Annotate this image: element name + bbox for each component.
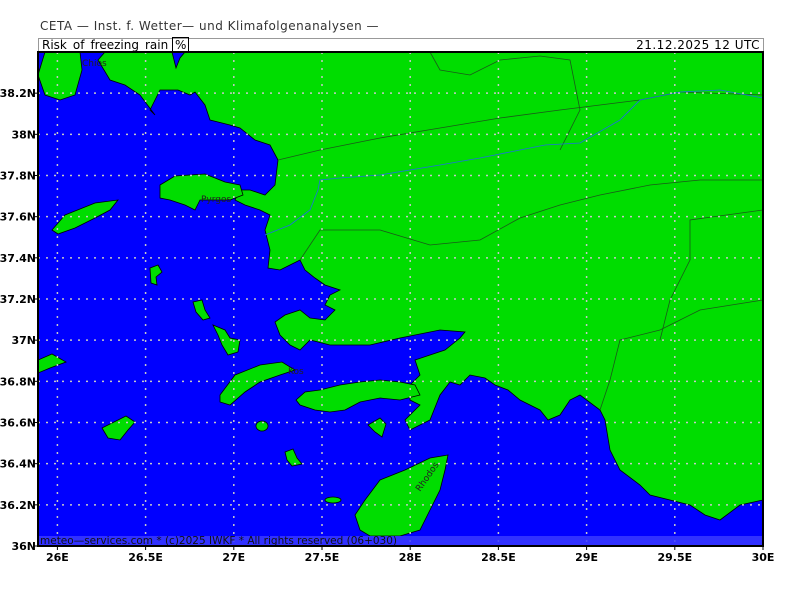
lon-tick-label: 26.5E	[128, 551, 163, 564]
footer-band	[38, 536, 763, 546]
island-kos	[219, 361, 296, 406]
place-label-chios: Chios	[82, 59, 107, 69]
island-nisyros	[255, 420, 269, 432]
copyright-footer: meteo—services.com * (c)2025 IWKF * All …	[40, 535, 397, 547]
place-label-pyrgos: Pyrgos	[201, 195, 232, 205]
lon-tick-label: 28.5E	[481, 551, 516, 564]
place-label-kos: Kos	[288, 367, 304, 377]
mainland-turkey	[97, 52, 763, 521]
lat-tick-label: 36.6N	[0, 417, 36, 430]
datca-peninsula	[295, 379, 421, 413]
lat-tick-label: 37.4N	[0, 252, 36, 265]
island-symi	[367, 417, 387, 438]
lat-tick-label: 37N	[11, 334, 36, 347]
lon-tick-label: 27E	[222, 551, 245, 564]
product-name: Risk_of_freezing_rain	[42, 38, 169, 52]
island-chios	[38, 52, 83, 101]
land	[38, 52, 763, 537]
unit-label: %	[172, 37, 190, 53]
island-ikaria	[51, 199, 119, 235]
island-samos	[159, 173, 244, 211]
lon-tick-label: 28E	[399, 551, 422, 564]
lat-tick-label: 37.8N	[0, 170, 36, 183]
lon-tick-label: 26E	[46, 551, 69, 564]
borders	[264, 52, 763, 411]
lat-tick-label: 36N	[11, 540, 36, 553]
lon-tick-label: 27.5E	[305, 551, 340, 564]
valid-time: 21.12.2025 12 UTC	[636, 38, 760, 52]
institute-header: CETA — Inst. f. Wetter— und Klimafolgena…	[40, 19, 380, 33]
axis-ticks: 26E 26.5E 27E 27.5E 28E 28.5E 29E 29.5E 30E 38.2N…	[0, 87, 774, 564]
island-leros	[212, 324, 241, 356]
lat-tick-label: 36.8N	[0, 375, 36, 388]
island	[149, 264, 163, 286]
lat-tick-label: 37.2N	[0, 293, 36, 306]
lat-tick-label: 36.4N	[0, 458, 36, 471]
lon-tick-label: 30E	[752, 551, 775, 564]
lon-tick-label: 29.5E	[657, 551, 692, 564]
lon-tick-label: 29E	[575, 551, 598, 564]
lat-tick-label: 37.6N	[0, 211, 36, 224]
graticule	[38, 52, 763, 546]
island-patmos	[192, 299, 211, 321]
lat-tick-label: 38N	[11, 128, 36, 141]
lat-tick-label: 36.2N	[0, 499, 36, 512]
island	[324, 496, 342, 504]
lat-tick-label: 38.2N	[0, 87, 36, 100]
product-title: Risk_of_freezing_rain %	[42, 37, 190, 53]
